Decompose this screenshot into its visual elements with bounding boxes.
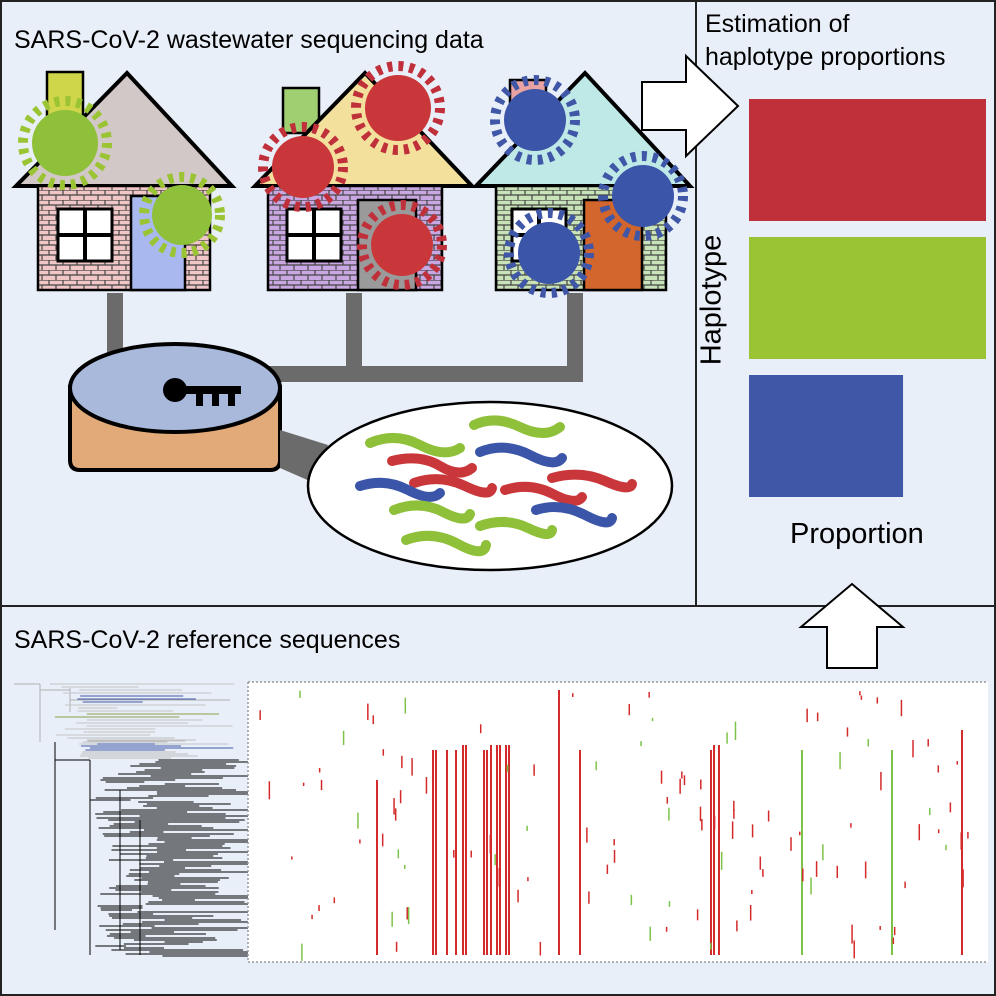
virus-icon [504, 208, 594, 298]
virus-icon [18, 96, 112, 190]
wastewater-tank-icon [68, 342, 282, 472]
y-axis-label: Haplotype [695, 234, 728, 366]
virus-icon [139, 172, 225, 258]
reference-panel-title: SARS-CoV-2 reference sequences [14, 626, 401, 654]
haplotype-bar [749, 99, 986, 221]
virus-icon [490, 75, 580, 165]
virus-particles [18, 61, 688, 298]
sequencing-reads-icon [306, 400, 674, 572]
arrow-right-icon [641, 53, 740, 159]
virus-icon [258, 122, 348, 212]
arrow-up-icon [798, 582, 906, 669]
estimation-title-line2: haplotype proportions [705, 43, 946, 71]
wastewater-panel-title: SARS-CoV-2 wastewater sequencing data [14, 26, 484, 54]
x-axis-label: Proportion [790, 518, 924, 550]
haplotype-proportion-chart [749, 99, 986, 497]
haplotype-bar [749, 375, 904, 497]
mutation-matrix-icon [247, 681, 988, 963]
tree-branch [14, 683, 230, 742]
virus-icon [351, 61, 445, 155]
estimation-panel-title: Estimation of haplotype proportions [705, 8, 945, 74]
estimation-title-line1: Estimation of [705, 10, 850, 38]
sewer-pipes [107, 293, 583, 382]
haplotype-bar [749, 237, 986, 359]
virus-icon [357, 200, 447, 290]
virus-icon [598, 151, 688, 241]
